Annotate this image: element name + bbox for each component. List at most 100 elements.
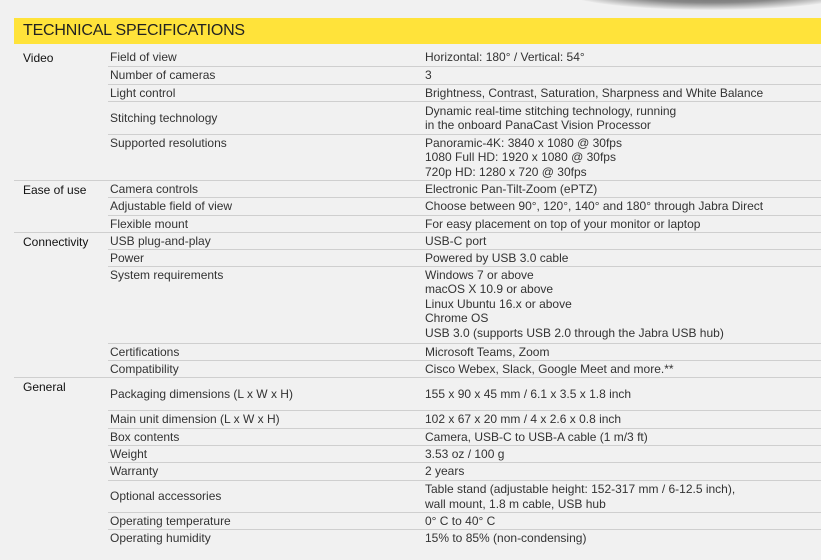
spec-value-line: in the onboard PanaCast Vision Processor <box>425 118 651 132</box>
spec-value-line: Brightness, Contrast, Saturation, Sharpn… <box>425 85 764 100</box>
spec-value: Cisco Webex, Slack, Google Meet and more… <box>425 362 674 377</box>
row-divider <box>108 410 821 411</box>
spec-row: Certifications Microsoft Teams, Zoom <box>0 343 821 360</box>
row-divider <box>108 197 821 198</box>
spec-value-line: Windows 7 or above <box>425 267 534 282</box>
spec-value: 3.53 oz / 100 g <box>425 447 504 462</box>
spec-value: Table stand (adjustable height: 152-317 … <box>425 482 735 511</box>
spec-value: 0° C to 40° C <box>425 514 495 529</box>
spec-label: Packaging dimensions (L x W x H) <box>110 386 293 401</box>
spec-value-line: 102 x 67 x 20 mm / 4 x 2.6 x 0.8 inch <box>425 412 622 427</box>
spec-value: For easy placement on top of your monito… <box>425 217 700 232</box>
spec-category: Ease of use <box>23 183 87 197</box>
spec-row: Connectivity USB plug-and-play USB-C port <box>0 232 821 249</box>
spec-label: Power <box>110 250 145 265</box>
spec-row: Weight 3.53 oz / 100 g <box>0 445 821 462</box>
spec-label: Operating temperature <box>110 513 231 528</box>
spec-value-line: Electronic Pan-Tilt-Zoom (ePTZ) <box>425 181 598 196</box>
spec-value-line: 155 x 90 x 45 mm / 6.1 x 3.5 x 1.8 inch <box>425 386 632 401</box>
spec-value-line: 720p HD: 1280 x 720 @ 30fps <box>425 164 587 179</box>
row-divider <box>14 377 821 378</box>
spec-value: Brightness, Contrast, Saturation, Sharpn… <box>425 86 763 101</box>
spec-value-line: Horizontal: 180° / Vertical: 54° <box>425 50 585 65</box>
row-divider <box>14 180 821 181</box>
row-divider <box>108 462 821 463</box>
spec-label: USB plug-and-play <box>110 233 211 248</box>
spec-value-line: Dynamic real-time stitching technology, … <box>425 103 677 118</box>
spec-value-line: USB-C port <box>425 233 487 248</box>
spec-value-line: Panoramic-4K: 3840 x 1080 @ 30fps <box>425 135 622 150</box>
spec-row: Box contents Camera, USB-C to USB-A cable… <box>0 428 821 445</box>
spec-value-line: 1080 Full HD: 1920 x 1080 @ 30fps <box>425 150 616 164</box>
spec-label: Warranty <box>110 464 159 479</box>
row-divider <box>108 249 821 250</box>
spec-value-line: Powered by USB 3.0 cable <box>425 250 569 265</box>
spec-row: Stitching technology Dynamic real-time st… <box>0 101 821 134</box>
spec-row: Light control Brightness, Contrast, Satur… <box>0 84 821 101</box>
spec-value-line: 0° C to 40° C <box>425 513 496 528</box>
spec-value: Powered by USB 3.0 cable <box>425 251 568 266</box>
spec-row: Operating humidity 15% to 85% (non-conden… <box>0 529 821 547</box>
spec-value-line: USB 3.0 (supports USB 2.0 through the Ja… <box>425 325 724 340</box>
spec-value-line: Linux Ubuntu 16.x or above <box>425 296 572 311</box>
spec-value: 155 x 90 x 45 mm / 6.1 x 3.5 x 1.8 inch <box>425 387 631 402</box>
spec-value: 15% to 85% (non-condensing) <box>425 531 586 546</box>
spec-value-line: Chrome OS <box>425 311 489 325</box>
spec-value-line: macOS X 10.9 or above <box>425 282 554 296</box>
spec-value: 2 years <box>425 464 464 479</box>
row-divider <box>108 428 821 429</box>
spec-row: Power Powered by USB 3.0 cable <box>0 249 821 266</box>
decorative-shadow <box>561 0 821 10</box>
spec-value-line: 15% to 85% (non-condensing) <box>425 531 587 546</box>
spec-label: Certifications <box>110 344 180 359</box>
spec-label: Compatibility <box>110 361 179 376</box>
spec-label: Supported resolutions <box>110 135 227 150</box>
spec-row: System requirements Windows 7 or above mac… <box>0 266 821 343</box>
spec-value-line: Cisco Webex, Slack, Google Meet and more… <box>425 361 674 376</box>
spec-label: Flexible mount <box>110 216 189 231</box>
section-title: TECHNICAL SPECIFICATIONS <box>14 18 821 44</box>
row-divider <box>108 84 821 85</box>
spec-row: Number of cameras 3 <box>0 66 821 84</box>
row-divider <box>108 343 821 344</box>
spec-row: Operating temperature 0° C to 40° C <box>0 512 821 529</box>
spec-label: Operating humidity <box>110 531 211 546</box>
spec-value-line: wall mount, 1.8 m cable, USB hub <box>425 496 606 511</box>
spec-label: Weight <box>110 446 148 461</box>
spec-row: Flexible mount For easy placement on top … <box>0 215 821 232</box>
spec-row: Video Field of view Horizontal: 180° / Ver… <box>0 48 821 66</box>
spec-row: Supported resolutions Panoramic-4K: 3840 … <box>0 134 821 180</box>
spec-label: Optional accessories <box>110 489 222 504</box>
spec-category: General <box>23 380 66 394</box>
spec-value-line: Choose between 90°, 120°, 140° and 180° … <box>425 199 764 214</box>
spec-label: Camera controls <box>110 181 199 196</box>
spec-label: Box contents <box>110 429 180 444</box>
spec-value-line: Camera, USB-C to USB-A cable (1 m/3 ft) <box>425 429 648 444</box>
spec-value-line: For easy placement on top of your monito… <box>425 216 701 231</box>
row-divider <box>108 215 821 216</box>
spec-value-line: 3 <box>425 68 432 83</box>
spec-value: Dynamic real-time stitching technology, … <box>425 104 676 133</box>
spec-label: Main unit dimension (L x W x H) <box>110 412 280 427</box>
spec-value: Microsoft Teams, Zoom <box>425 345 549 360</box>
spec-row: Warranty 2 years <box>0 462 821 480</box>
spec-label: Adjustable field of view <box>110 199 233 214</box>
row-divider <box>108 134 821 135</box>
spec-row: Adjustable field of view Choose between 9… <box>0 197 821 215</box>
spec-value: Camera, USB-C to USB-A cable (1 m/3 ft) <box>425 430 648 445</box>
row-divider <box>108 360 821 361</box>
row-divider <box>108 512 821 513</box>
spec-row: Compatibility Cisco Webex, Slack, Google … <box>0 360 821 377</box>
row-divider <box>14 232 821 233</box>
spec-value-line: Microsoft Teams, Zoom <box>425 344 550 359</box>
spec-value: Windows 7 or above macOS X 10.9 or above L… <box>425 268 724 341</box>
spec-value: Electronic Pan-Tilt-Zoom (ePTZ) <box>425 182 597 197</box>
row-divider <box>108 529 821 530</box>
row-divider <box>108 266 821 267</box>
spec-row: Main unit dimension (L x W x H) 102 x 67 … <box>0 410 821 428</box>
row-divider <box>108 445 821 446</box>
spec-category: Video <box>23 51 54 65</box>
spec-value: Choose between 90°, 120°, 140° and 180° … <box>425 199 763 214</box>
spec-value: Horizontal: 180° / Vertical: 54° <box>425 50 585 65</box>
spec-label: System requirements <box>110 267 224 282</box>
